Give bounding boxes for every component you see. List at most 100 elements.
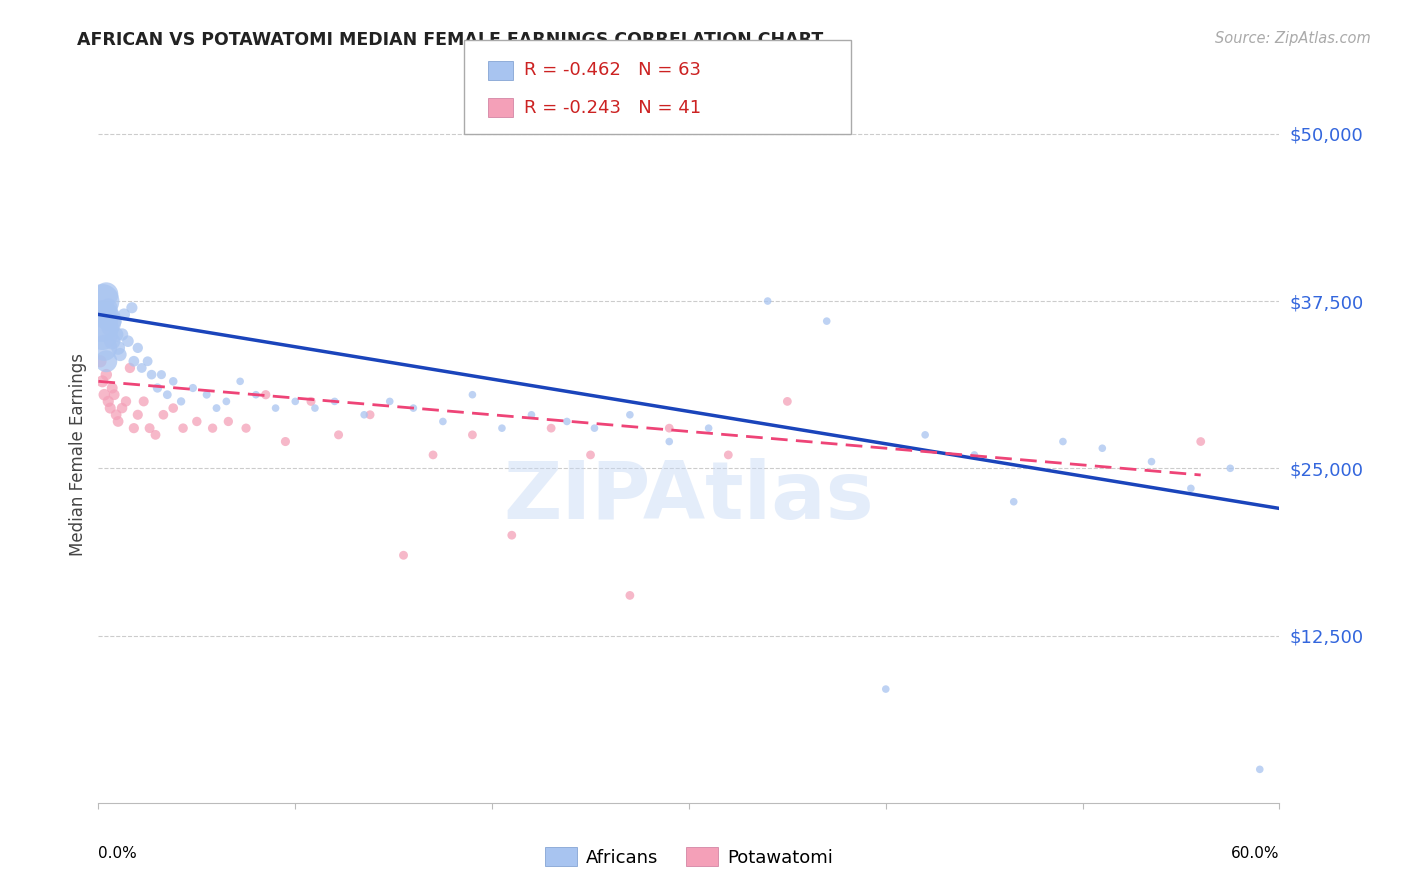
Point <box>111 401 134 415</box>
Point <box>117 334 139 348</box>
Point <box>138 421 160 435</box>
Point <box>145 427 167 442</box>
Point <box>96 287 118 301</box>
Point <box>328 427 350 442</box>
Point <box>98 401 121 415</box>
Point <box>146 381 169 395</box>
Point <box>756 293 779 308</box>
Point <box>162 374 184 388</box>
Point <box>103 387 125 401</box>
Point <box>93 387 115 401</box>
Point <box>108 347 131 362</box>
Y-axis label: Median Female Earnings: Median Female Earnings <box>69 353 87 557</box>
Point <box>299 394 322 409</box>
Point <box>89 354 111 368</box>
Point <box>101 334 124 348</box>
Point <box>186 414 208 428</box>
Point <box>98 320 121 334</box>
Point <box>776 394 799 409</box>
Text: AFRICAN VS POTAWATOMI MEDIAN FEMALE EARNINGS CORRELATION CHART: AFRICAN VS POTAWATOMI MEDIAN FEMALE EARN… <box>77 31 824 49</box>
Point <box>105 327 128 342</box>
Point <box>89 314 111 328</box>
Point <box>815 314 838 328</box>
Point <box>658 421 681 435</box>
Point <box>1180 481 1202 495</box>
Point <box>91 374 114 388</box>
Point <box>105 408 128 422</box>
Point <box>118 360 141 375</box>
Point <box>304 401 326 415</box>
Point <box>150 368 173 382</box>
Point <box>131 360 153 375</box>
Point <box>432 414 454 428</box>
Point <box>93 307 115 321</box>
Point <box>112 307 135 321</box>
Point <box>156 387 179 401</box>
Point <box>103 314 125 328</box>
Point <box>122 421 145 435</box>
Point <box>215 394 238 409</box>
Point <box>181 381 204 395</box>
Point <box>96 354 118 368</box>
Point <box>274 434 297 449</box>
Point <box>378 394 401 409</box>
Point <box>141 368 163 382</box>
Point <box>353 408 375 422</box>
Point <box>127 408 149 422</box>
Text: ZIPAtlas: ZIPAtlas <box>503 458 875 536</box>
Point <box>1002 494 1025 508</box>
Point <box>127 341 149 355</box>
Point <box>201 421 224 435</box>
Text: 60.0%: 60.0% <box>1232 846 1279 861</box>
Point <box>1091 441 1114 455</box>
Point <box>284 394 307 409</box>
Point <box>1189 434 1212 449</box>
Point <box>540 421 562 435</box>
Point <box>619 589 641 603</box>
Point <box>359 408 381 422</box>
Point <box>229 374 252 388</box>
Point <box>1052 434 1074 449</box>
Legend: Africans, Potawatomi: Africans, Potawatomi <box>537 840 841 874</box>
Point <box>619 408 641 422</box>
Point <box>132 394 155 409</box>
Point <box>121 301 143 315</box>
Point <box>217 414 239 428</box>
Point <box>136 354 159 368</box>
Point <box>97 394 120 409</box>
Point <box>501 528 523 542</box>
Point <box>579 448 602 462</box>
Point <box>1249 762 1271 776</box>
Point <box>583 421 606 435</box>
Point <box>96 368 118 382</box>
Point <box>520 408 543 422</box>
Text: 0.0%: 0.0% <box>98 846 138 861</box>
Point <box>101 381 124 395</box>
Point <box>111 327 134 342</box>
Point <box>555 414 578 428</box>
Point <box>97 301 120 315</box>
Point <box>172 421 194 435</box>
Point <box>170 394 193 409</box>
Point <box>122 354 145 368</box>
Point <box>461 387 484 401</box>
Point <box>422 448 444 462</box>
Point <box>91 327 114 342</box>
Point <box>97 314 120 328</box>
Text: R = -0.243   N = 41: R = -0.243 N = 41 <box>524 99 702 117</box>
Point <box>1140 454 1163 469</box>
Point <box>914 427 936 442</box>
Text: R = -0.462   N = 63: R = -0.462 N = 63 <box>524 62 702 79</box>
Point <box>205 401 228 415</box>
Point <box>461 427 484 442</box>
Text: Source: ZipAtlas.com: Source: ZipAtlas.com <box>1215 31 1371 46</box>
Point <box>152 408 174 422</box>
Point <box>254 387 277 401</box>
Point <box>963 448 986 462</box>
Point <box>245 387 267 401</box>
Point <box>658 434 681 449</box>
Point <box>323 394 346 409</box>
Point <box>93 341 115 355</box>
Point <box>491 421 513 435</box>
Point <box>1219 461 1241 475</box>
